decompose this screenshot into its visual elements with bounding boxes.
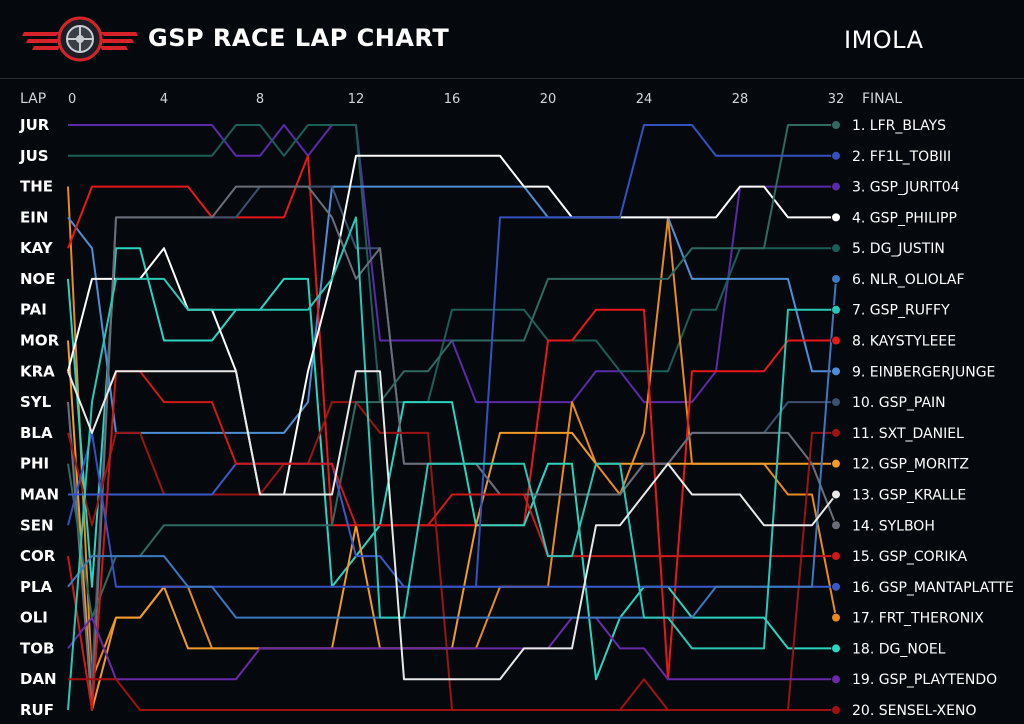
start-code-label: NOE	[20, 270, 56, 288]
final-position-marker	[831, 458, 841, 469]
series-line	[67, 247, 836, 681]
start-code-label: JUR	[19, 116, 50, 134]
x-tick-label: 8	[256, 92, 264, 107]
final-position-marker	[831, 674, 841, 685]
final-order-label: 12. GSP_MORITZ	[852, 457, 969, 473]
start-code-label: PHI	[20, 455, 49, 473]
final-order-label: 2. FF1L_TOBIII	[852, 149, 951, 165]
series-line	[67, 370, 837, 681]
start-code-label: TOB	[20, 639, 54, 657]
final-position-marker	[831, 243, 841, 254]
start-code-label: EIN	[20, 208, 48, 226]
final-position-marker	[831, 273, 841, 284]
series-line	[67, 370, 836, 711]
header-bar: GSP RACE LAP CHART IMOLA	[0, 0, 1024, 79]
final-order-label: 9. EINBERGERJUNGE	[852, 364, 995, 380]
start-code-label: MOR	[20, 332, 60, 350]
final-position-marker	[831, 212, 841, 223]
x-axis-label: LAP	[20, 91, 46, 107]
series-line	[67, 154, 836, 681]
final-position-marker	[831, 489, 841, 500]
final-order-label: 7. GSP_RUFFY	[852, 303, 950, 319]
final-position-marker	[831, 705, 841, 715]
start-code-label: SEN	[20, 516, 54, 534]
final-order-label: 16. GSP_MANTAPLATTE	[852, 580, 1014, 596]
series-line	[67, 185, 836, 434]
final-order-label: 6. NLR_OLIOLAF	[852, 272, 965, 288]
final-order-label: 10. GSP_PAIN	[852, 395, 946, 411]
final-order-label: 17. FRT_THERONIX	[852, 611, 984, 627]
axis-layer: LAP 0 4 8 12 16 20 24 28 32 FINAL	[20, 91, 902, 107]
series-line	[67, 616, 836, 681]
final-order-label: 13. GSP_KRALLE	[852, 487, 966, 503]
x-tick-label: 28	[732, 92, 749, 107]
final-label: FINAL	[862, 91, 902, 107]
final-position-marker	[831, 612, 841, 623]
final-order-label: 1. LFR_BLAYS	[852, 118, 946, 134]
final-order-label: 8. KAYSTYLEEE	[852, 334, 956, 350]
x-tick-label: 12	[348, 92, 365, 107]
final-position-marker	[831, 581, 841, 592]
final-order-label: 14. SYLBOH	[852, 518, 935, 534]
series-line	[68, 678, 836, 711]
x-tick-label: 24	[636, 92, 653, 107]
final-order-label: 18. DG_NOEL	[852, 641, 946, 657]
start-code-label: OLI	[20, 609, 48, 627]
final-order-label: 20. SENSEL-XENO	[852, 703, 977, 719]
start-code-label: RUF	[20, 701, 54, 719]
final-markers	[831, 120, 841, 715]
start-code-label: DAN	[20, 670, 57, 688]
series-line	[67, 185, 837, 711]
series-line	[67, 154, 836, 496]
final-position-marker	[831, 181, 841, 192]
series-line	[68, 124, 836, 404]
final-order-label: 15. GSP_CORIKA	[852, 549, 967, 565]
series-line	[67, 278, 837, 619]
final-position-marker	[831, 427, 841, 438]
start-code-label: JUS	[19, 147, 49, 165]
start-code-label: KRA	[20, 362, 55, 380]
final-order-label: 19. GSP_PLAYTENDO	[852, 672, 997, 688]
final-position-marker	[831, 366, 841, 377]
brand-logo-icon	[22, 16, 138, 62]
x-tick-label: 4	[160, 92, 168, 107]
series-line	[67, 124, 836, 588]
start-code-label: MAN	[20, 485, 59, 503]
series-lines	[67, 124, 837, 711]
start-code-label: THE	[20, 178, 53, 196]
track-name: IMOLA	[844, 26, 924, 54]
app-title: GSP RACE LAP CHART	[148, 24, 450, 52]
final-position-marker	[831, 304, 841, 315]
start-code-label: COR	[20, 547, 56, 565]
series-line	[67, 124, 836, 619]
final-position-marker	[831, 335, 841, 346]
final-position-marker	[831, 120, 841, 130]
x-tick-label: 16	[444, 92, 461, 107]
x-tick-label: 0	[68, 92, 76, 107]
lap-chart: LAP 0 4 8 12 16 20 24 28 32 FINAL JUR JUS THE EIN KAY N…	[19, 91, 1014, 719]
final-position-marker	[831, 520, 841, 531]
start-code-label: PLA	[20, 578, 53, 596]
final-position-marker	[831, 551, 841, 562]
final-order-label: 5. DG_JUSTIN	[852, 241, 945, 257]
start-code-label: KAY	[20, 239, 54, 257]
final-position-marker	[831, 643, 841, 654]
series-line	[67, 216, 836, 711]
start-code-label: BLA	[20, 424, 53, 442]
x-tick-label: 20	[540, 92, 557, 107]
final-order-label: 3. GSP_JURIT04	[852, 180, 960, 196]
x-tick-label: 32	[828, 92, 845, 107]
final-order-label: 11. SXT_DANIEL	[852, 426, 964, 442]
labels-layer: JUR JUS THE EIN KAY NOE PAI MOR KRA SYL BLA PHI MAN S…	[19, 116, 1014, 719]
start-code-label: SYL	[20, 393, 52, 411]
start-code-label: PAI	[20, 301, 47, 319]
series-line	[68, 124, 836, 404]
final-position-marker	[831, 150, 841, 161]
final-position-marker	[831, 397, 841, 408]
final-order-label: 4. GSP_PHILIPP	[852, 210, 957, 226]
